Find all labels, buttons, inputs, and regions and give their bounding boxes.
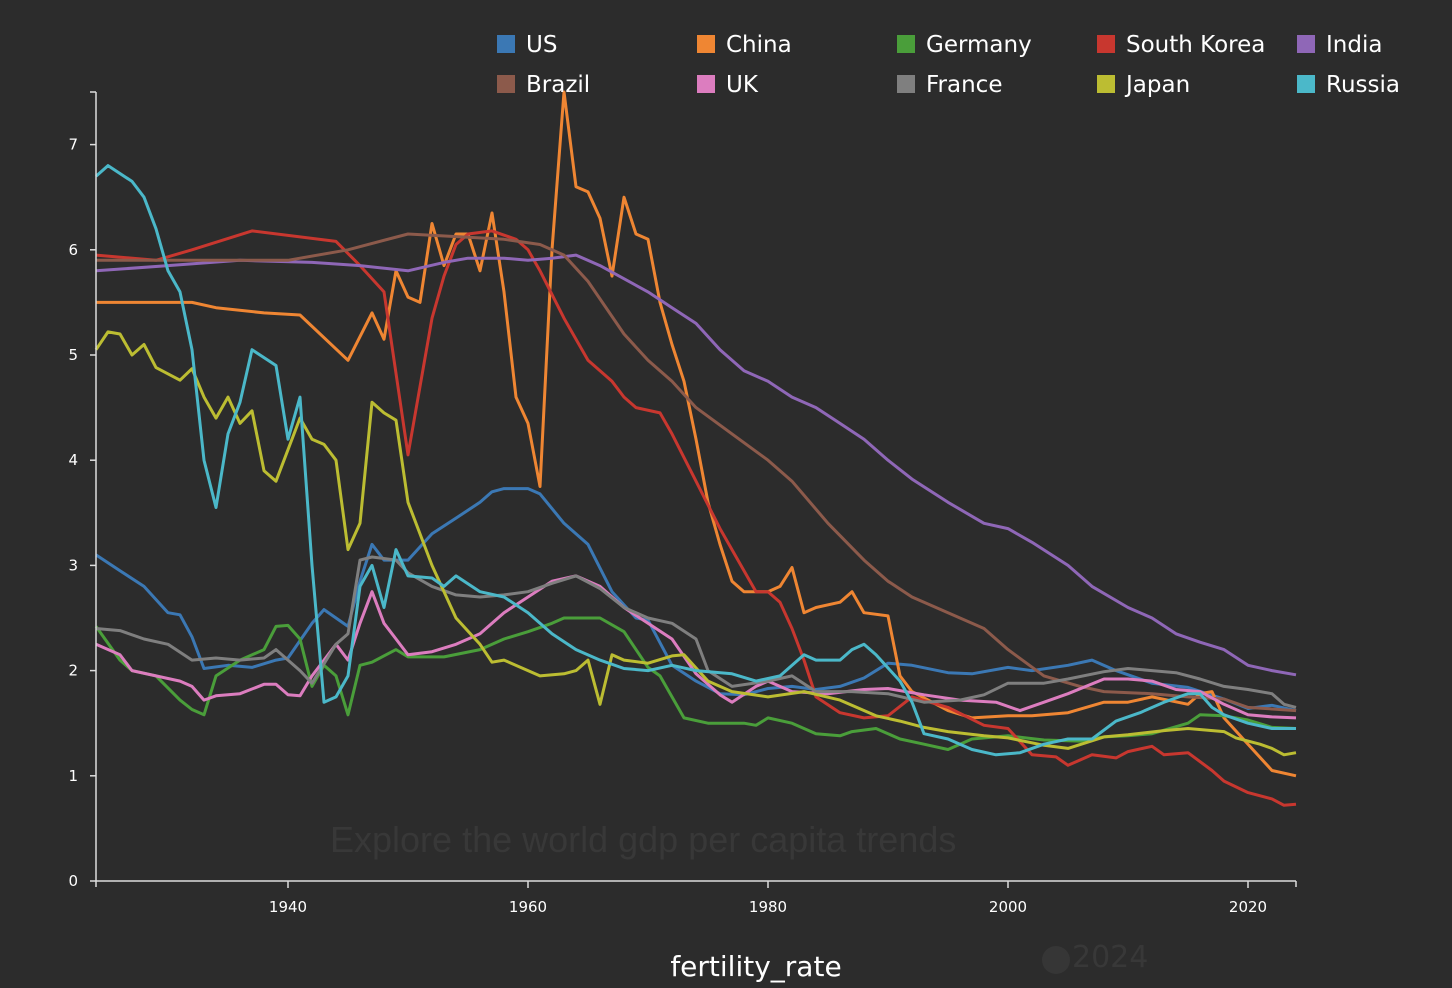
background-year: 2024: [1072, 940, 1149, 975]
legend-item-india[interactable]: India: [1297, 32, 1382, 58]
y-tick-label: 1: [68, 767, 78, 785]
x-tick: 2000: [989, 881, 1027, 916]
series-lines: [94, 90, 1297, 807]
y-tick-label: 6: [68, 241, 78, 259]
y-tick-label: 2: [68, 662, 78, 680]
x-tick: 1960: [509, 881, 547, 916]
legend-swatch: [1097, 75, 1115, 93]
y-axis: 0 1 2 3 4 5 6 7: [68, 91, 97, 890]
y-tick: 2: [68, 662, 96, 680]
x-tick: 1940: [269, 881, 307, 916]
x-tick-label: 1980: [749, 898, 787, 916]
legend-swatch: [497, 35, 515, 53]
y-tick-label: 0: [68, 872, 78, 890]
legend-swatch: [697, 35, 715, 53]
series-line-south-korea: [95, 229, 1297, 807]
x-axis: 1940 1960 1980 2000 2020: [95, 880, 1297, 916]
legend: US China Germany South Korea India Brazil UK Fr…: [497, 32, 1400, 98]
legend-item-us[interactable]: US: [497, 32, 557, 58]
legend-label: Japan: [1124, 72, 1190, 98]
legend-label: Brazil: [526, 72, 590, 98]
legend-item-south-korea[interactable]: South Korea: [1097, 32, 1265, 58]
legend-item-france[interactable]: France: [897, 72, 1002, 98]
x-tick-label: 2000: [989, 898, 1027, 916]
series-line-india: [95, 253, 1297, 677]
background-title: Explore the world gdp per capita trends: [330, 819, 957, 860]
legend-label: India: [1326, 32, 1382, 58]
series-line-brazil: [96, 232, 1297, 713]
y-tick: 4: [68, 451, 96, 469]
legend-item-uk[interactable]: UK: [697, 72, 759, 98]
series-line-china: [96, 90, 1297, 778]
y-tick: 0: [68, 872, 96, 890]
x-tick: 1980: [749, 881, 787, 916]
x-tick: 2020: [1229, 881, 1267, 916]
legend-item-brazil[interactable]: Brazil: [497, 72, 590, 98]
y-tick: 6: [68, 241, 96, 259]
legend-swatch: [697, 75, 715, 93]
y-tick: 5: [68, 346, 96, 364]
legend-label: Germany: [926, 32, 1032, 58]
year-slider-handle[interactable]: [1042, 946, 1070, 974]
legend-swatch: [1097, 35, 1115, 53]
x-axis-label: fertility_rate: [670, 950, 841, 983]
x-tick-label: 1940: [269, 898, 307, 916]
y-tick: 1: [68, 767, 96, 785]
series-line-germany: [94, 616, 1297, 751]
legend-item-germany[interactable]: Germany: [897, 32, 1032, 58]
legend-label: South Korea: [1126, 32, 1265, 58]
legend-swatch: [897, 75, 915, 93]
y-tick-label: 5: [68, 346, 78, 364]
y-tick-label: 4: [68, 451, 78, 469]
y-tick: 7: [68, 136, 96, 154]
y-tick-label: 3: [68, 556, 78, 574]
x-tick-label: 2020: [1229, 898, 1267, 916]
legend-label: Russia: [1326, 72, 1400, 98]
legend-swatch: [1297, 35, 1315, 53]
legend-label: UK: [726, 72, 759, 98]
series-line-uk: [95, 574, 1297, 720]
x-tick-label: 1960: [509, 898, 547, 916]
legend-item-russia[interactable]: Russia: [1297, 72, 1400, 98]
legend-label: France: [926, 72, 1002, 98]
series-line-france: [95, 555, 1297, 709]
legend-swatch: [897, 35, 915, 53]
legend-swatch: [497, 75, 515, 93]
series-line-russia: [95, 164, 1296, 757]
legend-label: China: [726, 32, 792, 58]
legend-item-china[interactable]: China: [697, 32, 792, 58]
series-line-japan: [94, 330, 1297, 757]
y-tick-label: 7: [68, 136, 78, 154]
legend-swatch: [1297, 75, 1315, 93]
y-tick: 3: [68, 556, 96, 574]
legend-label: US: [526, 32, 557, 58]
legend-item-japan[interactable]: Japan: [1097, 72, 1190, 98]
